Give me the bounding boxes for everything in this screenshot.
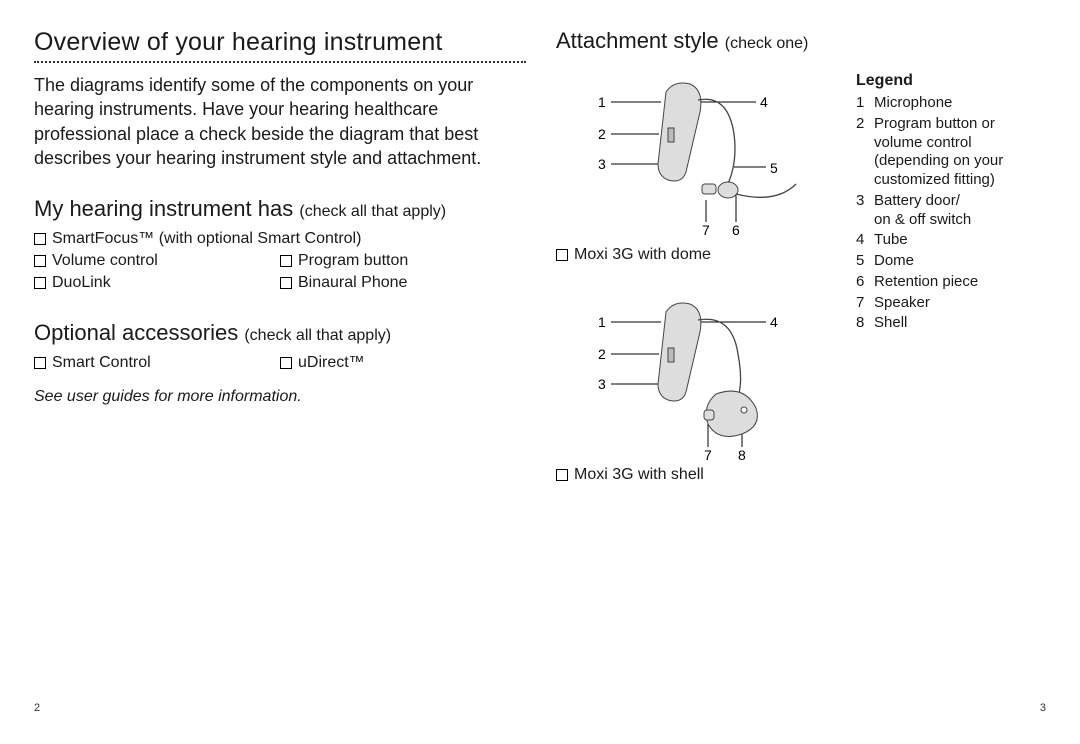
footnote: See user guides for more information. xyxy=(34,388,526,406)
feature-label: DuoLink xyxy=(52,274,111,292)
legend-number: 2 xyxy=(856,115,874,190)
feature-label: SmartFocus™ (with optional Smart Control… xyxy=(52,230,361,248)
callout-4: 4 xyxy=(760,94,768,110)
legend: Legend 1Microphone2Program button or vol… xyxy=(856,72,1046,335)
callout-6: 6 xyxy=(732,222,740,238)
callout-3: 3 xyxy=(598,376,606,392)
accessory-label: uDirect™ xyxy=(298,354,365,372)
legend-row: 5Dome xyxy=(856,252,1046,271)
features-note-text: check all that apply xyxy=(305,203,441,220)
diagram-shell-label: Moxi 3G with shell xyxy=(574,466,704,484)
accessory-label: Smart Control xyxy=(52,354,151,372)
accessories-heading-note: (check all that apply) xyxy=(244,327,391,344)
checkbox-icon[interactable] xyxy=(34,357,46,369)
accessory-item: Smart Control xyxy=(34,352,280,374)
hearing-aid-dome-icon xyxy=(556,72,806,242)
legend-number: 1 xyxy=(856,94,874,113)
page-number-left: 2 xyxy=(34,702,40,714)
accessory-item: uDirect™ xyxy=(280,352,526,374)
feature-item: SmartFocus™ (with optional Smart Control… xyxy=(34,228,526,250)
legend-number: 6 xyxy=(856,273,874,292)
legend-row: 8Shell xyxy=(856,314,1046,333)
legend-text: Retention piece xyxy=(874,273,1046,292)
feature-item: Binaural Phone xyxy=(280,272,526,294)
legend-number: 7 xyxy=(856,294,874,313)
checkbox-icon[interactable] xyxy=(556,249,568,261)
accessories-list: Smart Control uDirect™ xyxy=(34,352,526,374)
legend-row: 3Battery door/ on & off switch xyxy=(856,192,1046,230)
page-title: Overview of your hearing instrument xyxy=(34,28,526,63)
legend-row: 2Program button or volume control (depen… xyxy=(856,115,1046,190)
attachment-heading-text: Attachment style xyxy=(556,28,719,53)
accessories-heading-text: Optional accessories xyxy=(34,320,238,345)
diagram-shell-figure: 1 2 3 4 7 8 xyxy=(556,292,806,462)
legend-row: 6Retention piece xyxy=(856,273,1046,292)
feature-item: DuoLink xyxy=(34,272,280,294)
legend-text: Battery door/ on & off switch xyxy=(874,192,1046,230)
features-list: SmartFocus™ (with optional Smart Control… xyxy=(34,228,526,294)
legend-text: Speaker xyxy=(874,294,1046,313)
callout-8: 8 xyxy=(738,447,746,463)
checkbox-icon[interactable] xyxy=(280,357,292,369)
legend-row: 1Microphone xyxy=(856,94,1046,113)
callout-7: 7 xyxy=(704,447,712,463)
legend-text: Shell xyxy=(874,314,1046,333)
diagram-dome-figure: 1 2 3 4 5 6 7 xyxy=(556,72,806,242)
callout-2: 2 xyxy=(598,126,606,142)
attachment-heading: Attachment style (check one) xyxy=(556,28,1046,54)
legend-number: 5 xyxy=(856,252,874,271)
legend-row: 7Speaker xyxy=(856,294,1046,313)
diagram-shell-caption: Moxi 3G with shell xyxy=(556,466,1046,484)
features-heading: My hearing instrument has (check all tha… xyxy=(34,196,526,222)
attachment-note-text: check one xyxy=(730,35,803,52)
left-page: Overview of your hearing instrument The … xyxy=(34,28,526,406)
checkbox-icon[interactable] xyxy=(34,255,46,267)
checkbox-icon[interactable] xyxy=(556,469,568,481)
callout-2: 2 xyxy=(598,346,606,362)
feature-label: Program button xyxy=(298,252,408,270)
feature-item: Volume control xyxy=(34,250,280,272)
checkbox-icon[interactable] xyxy=(280,255,292,267)
callout-7: 7 xyxy=(702,222,710,238)
checkbox-icon[interactable] xyxy=(34,233,46,245)
callout-4: 4 xyxy=(770,314,778,330)
page-number-right: 3 xyxy=(1040,702,1046,714)
diagrams-area: Legend 1Microphone2Program button or vol… xyxy=(556,72,1046,484)
legend-number: 8 xyxy=(856,314,874,333)
legend-number: 3 xyxy=(856,192,874,230)
legend-title: Legend xyxy=(856,72,1046,90)
callout-5: 5 xyxy=(770,160,778,176)
feature-label: Volume control xyxy=(52,252,158,270)
checkbox-icon[interactable] xyxy=(280,277,292,289)
callout-1: 1 xyxy=(598,94,606,110)
document-spread: Overview of your hearing instrument The … xyxy=(0,0,1080,744)
legend-row: 4Tube xyxy=(856,231,1046,250)
intro-paragraph: The diagrams identify some of the compon… xyxy=(34,73,526,170)
hearing-aid-shell-icon xyxy=(556,292,806,462)
legend-text: Program button or volume control (depend… xyxy=(874,115,1046,190)
feature-label: Binaural Phone xyxy=(298,274,407,292)
diagram-dome-label: Moxi 3G with dome xyxy=(574,246,711,264)
accessories-heading: Optional accessories (check all that app… xyxy=(34,320,526,346)
legend-text: Microphone xyxy=(874,94,1046,113)
feature-item: Program button xyxy=(280,250,526,272)
callout-3: 3 xyxy=(598,156,606,172)
attachment-heading-note: (check one) xyxy=(725,35,809,52)
callout-1: 1 xyxy=(598,314,606,330)
right-page: Attachment style (check one) Legend 1Mic… xyxy=(556,28,1046,484)
features-heading-text: My hearing instrument has xyxy=(34,196,293,221)
legend-text: Tube xyxy=(874,231,1046,250)
accessories-note-text: check all that apply xyxy=(250,327,386,344)
features-heading-note: (check all that apply) xyxy=(299,203,446,220)
legend-text: Dome xyxy=(874,252,1046,271)
legend-number: 4 xyxy=(856,231,874,250)
checkbox-icon[interactable] xyxy=(34,277,46,289)
